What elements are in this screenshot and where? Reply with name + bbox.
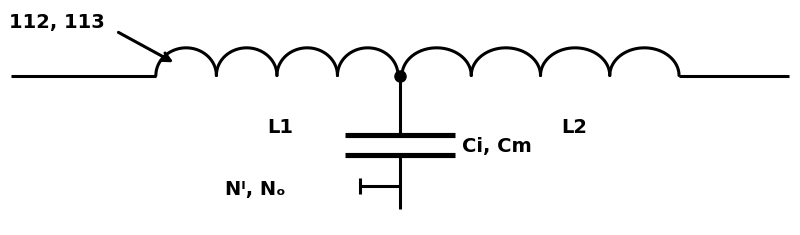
Text: Nᴵ, Nₒ: Nᴵ, Nₒ: [225, 180, 286, 199]
Text: L2: L2: [562, 118, 587, 137]
Text: L1: L1: [267, 118, 294, 137]
Text: 112, 113: 112, 113: [10, 13, 105, 32]
Text: Ci, Cm: Ci, Cm: [462, 137, 531, 156]
